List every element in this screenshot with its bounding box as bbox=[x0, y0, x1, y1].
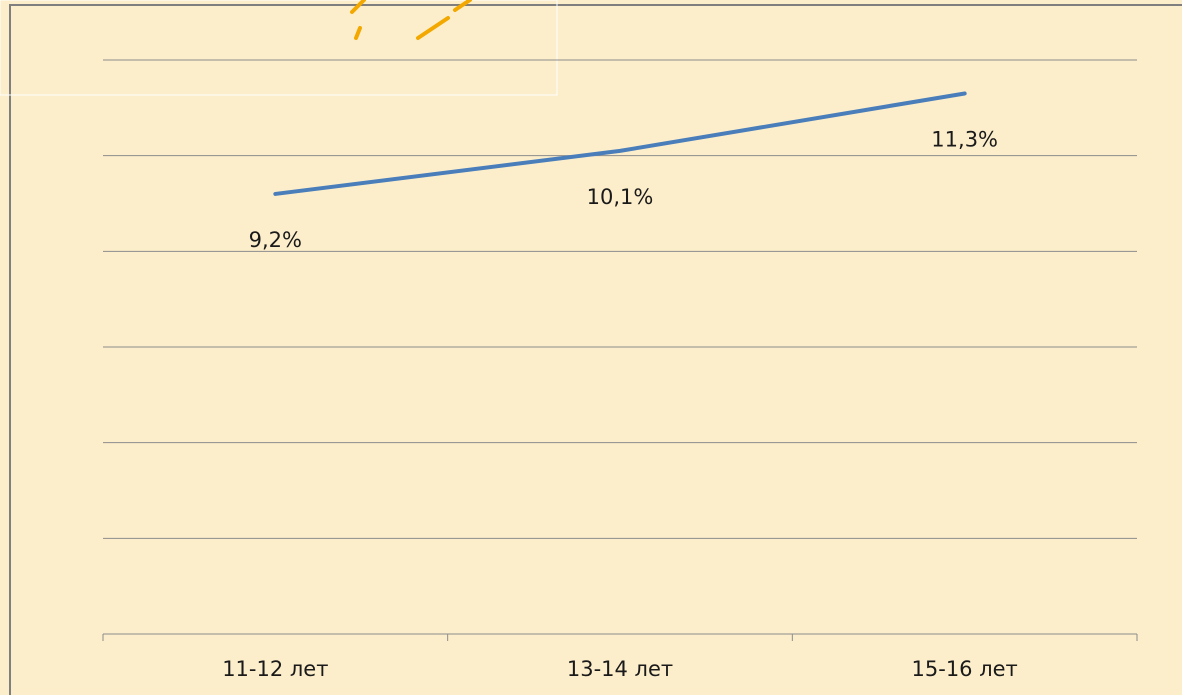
frame bbox=[9, 4, 1182, 695]
data-label: 10,1% bbox=[587, 185, 654, 209]
decor-box bbox=[0, 0, 558, 96]
decor-strokes bbox=[350, 0, 472, 40]
line-series bbox=[273, 91, 967, 196]
x-tick-label: 11-12 лет bbox=[222, 657, 328, 681]
data-label: 9,2% bbox=[249, 228, 302, 252]
data-label: 11,3% bbox=[931, 127, 998, 151]
x-tick-label: 13-14 лет bbox=[567, 657, 673, 681]
x-tick-label: 15-16 лет bbox=[912, 657, 1018, 681]
